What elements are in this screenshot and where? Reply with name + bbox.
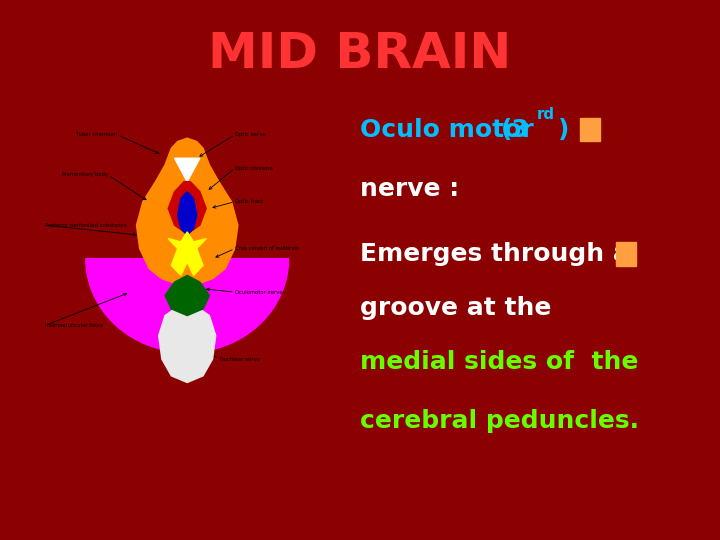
Bar bbox=[580, 118, 600, 141]
Text: cerebral peduncles.: cerebral peduncles. bbox=[360, 409, 639, 433]
Text: ): ) bbox=[558, 118, 570, 141]
Text: Mammillary body: Mammillary body bbox=[62, 172, 108, 178]
Polygon shape bbox=[165, 275, 210, 315]
Text: (3: (3 bbox=[500, 118, 529, 141]
Text: Oculo motor: Oculo motor bbox=[360, 118, 542, 141]
Polygon shape bbox=[86, 259, 289, 353]
Polygon shape bbox=[178, 192, 197, 235]
Bar bbox=[616, 242, 636, 266]
Text: Posterior perforated substance: Posterior perforated substance bbox=[45, 222, 127, 228]
Text: Optic chiasma: Optic chiasma bbox=[235, 166, 272, 171]
Text: Interpeduncular fossa: Interpeduncular fossa bbox=[45, 323, 102, 328]
Text: nerve :: nerve : bbox=[360, 177, 459, 201]
Text: Emerges through a: Emerges through a bbox=[360, 242, 647, 266]
Text: MID BRAIN: MID BRAIN bbox=[208, 30, 512, 78]
Polygon shape bbox=[174, 158, 200, 181]
Text: Optic nerve: Optic nerve bbox=[235, 132, 266, 137]
Text: Optic tract: Optic tract bbox=[235, 199, 263, 204]
Polygon shape bbox=[168, 232, 206, 275]
Polygon shape bbox=[168, 181, 206, 232]
Text: medial sides of  the: medial sides of the bbox=[360, 350, 639, 374]
Text: Trochlear nerve: Trochlear nerve bbox=[219, 356, 260, 362]
Text: groove at the: groove at the bbox=[360, 296, 552, 320]
Text: rd: rd bbox=[536, 107, 554, 122]
Text: Crus cerebri of midbrain: Crus cerebri of midbrain bbox=[235, 246, 299, 251]
Text: Tuber cinereum: Tuber cinereum bbox=[76, 132, 117, 137]
Polygon shape bbox=[137, 138, 238, 286]
Text: Oculomotor nerve: Oculomotor nerve bbox=[235, 289, 282, 295]
Polygon shape bbox=[158, 306, 216, 382]
